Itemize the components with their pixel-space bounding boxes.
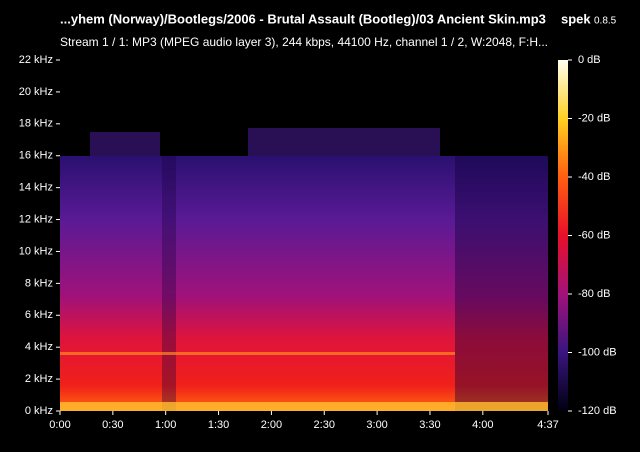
colorbar [558, 60, 568, 411]
x-tick-label: 0:00 [49, 419, 70, 431]
x-tick-label: 2:30 [314, 419, 335, 431]
title: ...yhem (Norway)/Bootlegs/2006 - Brutal … [60, 11, 546, 26]
y-tick-label: 18 kHz [19, 118, 53, 130]
x-tick-label: 1:30 [208, 419, 229, 431]
colorbar-tick-label: -60 dB [578, 229, 610, 241]
y-tick-label: 14 kHz [19, 182, 53, 194]
y-tick-label: 22 kHz [19, 54, 53, 66]
x-tick-label: 2:00 [261, 419, 282, 431]
colorbar-tick-label: -120 dB [578, 405, 617, 417]
y-tick-label: 20 kHz [19, 86, 53, 98]
app-version: 0.8.5 [594, 16, 617, 27]
x-tick-label: 3:30 [419, 419, 440, 431]
x-tick-label: 4:00 [472, 419, 493, 431]
spectrum-texture [60, 352, 455, 355]
colorbar-tick-label: 0 dB [578, 54, 601, 66]
colorbar-tick-label: -40 dB [578, 171, 610, 183]
spectrum-texture [455, 156, 548, 411]
x-tick-label: 0:30 [102, 419, 123, 431]
x-tick-label: 4:37 [537, 419, 558, 431]
colorbar-tick-label: -100 dB [578, 346, 617, 358]
spectrum-texture [248, 128, 440, 156]
y-tick-label: 4 kHz [25, 341, 53, 353]
colorbar-tick-label: -80 dB [578, 288, 610, 300]
y-tick-label: 6 kHz [25, 309, 53, 321]
spectrum-texture [162, 156, 176, 411]
y-tick-label: 16 kHz [19, 150, 53, 162]
x-tick-label: 3:00 [366, 419, 387, 431]
subtitle: Stream 1 / 1: MP3 (MPEG audio layer 3), … [60, 35, 548, 49]
spectrum-texture [90, 132, 160, 156]
spectrum-texture [60, 156, 548, 411]
y-tick-label: 8 kHz [25, 277, 53, 289]
colorbar-tick-label: -20 dB [578, 112, 610, 124]
y-tick-label: 12 kHz [19, 213, 53, 225]
y-tick-label: 0 kHz [25, 405, 53, 417]
app-name: spek [561, 11, 591, 26]
y-tick-label: 10 kHz [19, 245, 53, 257]
x-tick-label: 1:00 [155, 419, 176, 431]
y-tick-label: 2 kHz [25, 373, 53, 385]
spectrum-texture [60, 402, 548, 411]
